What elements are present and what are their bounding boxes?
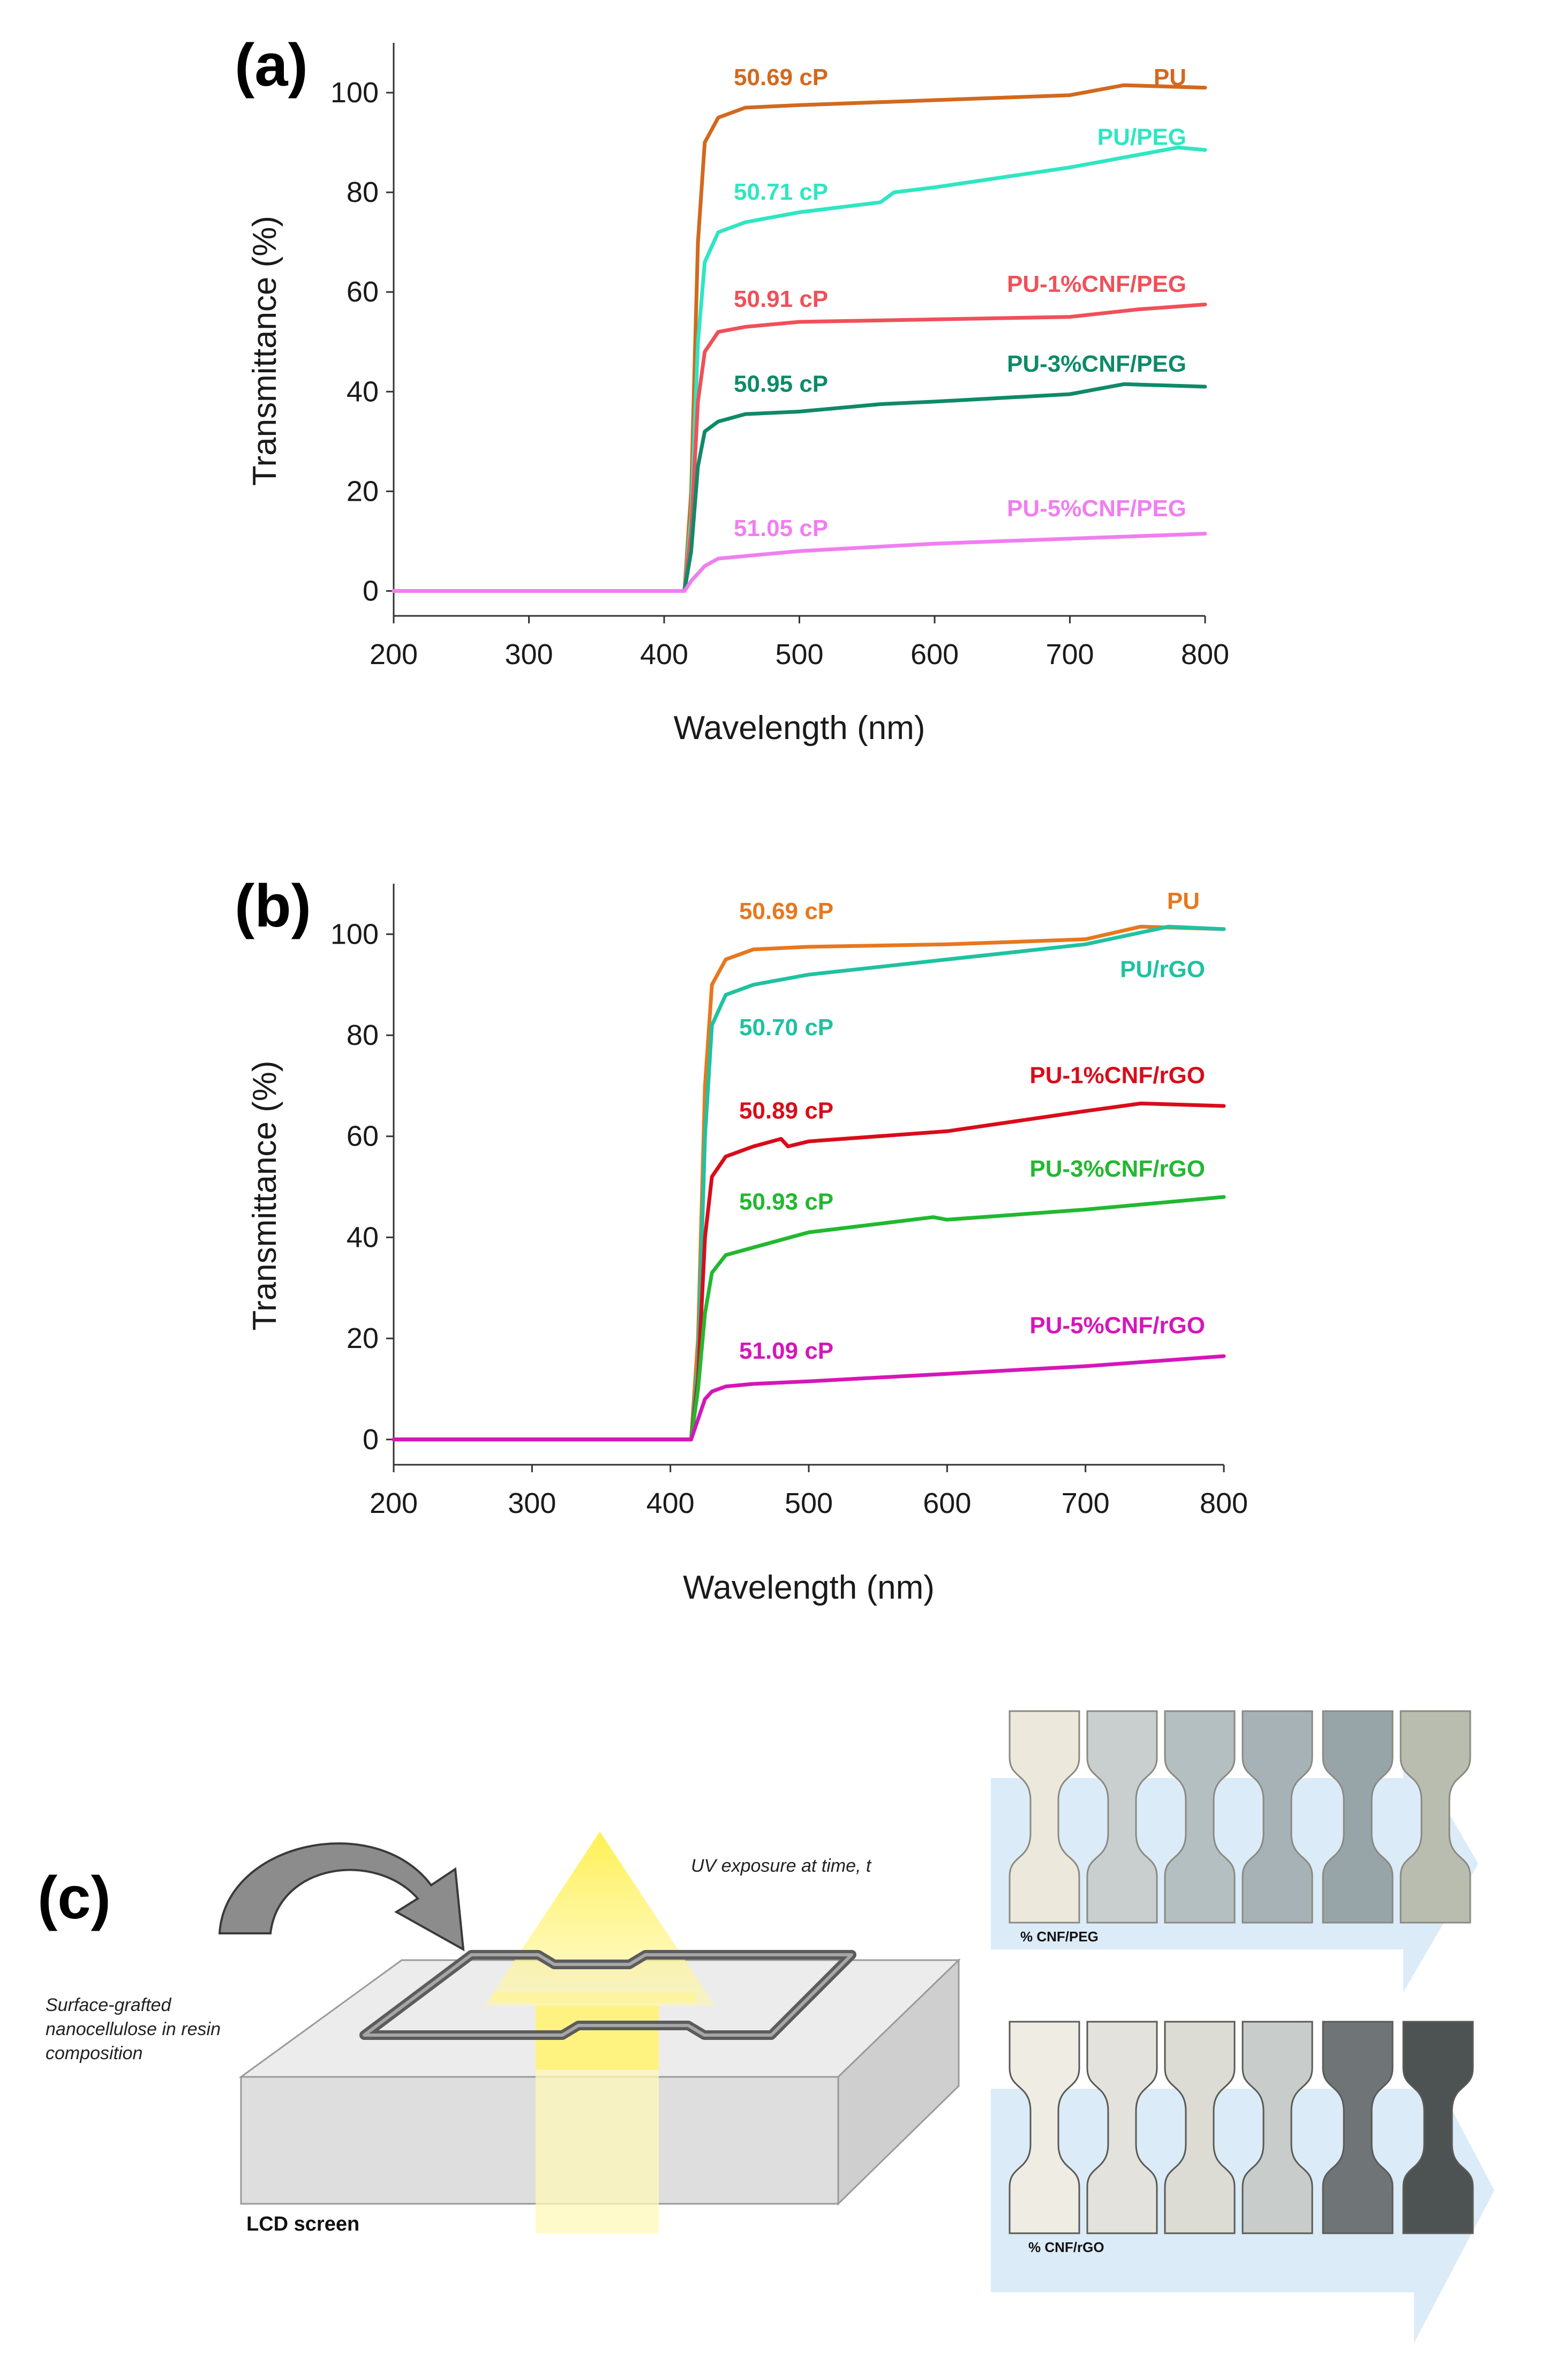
series-line — [392, 1354, 1226, 1442]
lcd-screen-label: LCD screen — [246, 2213, 359, 2235]
series-name-label: PU-3%CNF/rGO — [1029, 1156, 1205, 1182]
resin-label-line3: composition — [46, 2043, 142, 2063]
x-tick-label: 800 — [1200, 1487, 1248, 1519]
series-line — [392, 1101, 1226, 1442]
resin-label-line1: Surface-grafted — [46, 1995, 171, 2015]
lcd-slab-side — [837, 1958, 960, 2206]
panel-b: (b) 0 20 40 60 80 100 200 300 400 500 600 700 800 Wav… — [235, 872, 1248, 1606]
series-name-label: PU-5%CNF/rGO — [1029, 1313, 1205, 1339]
tensile-specimen — [1322, 2021, 1394, 2234]
x-tick-label: 500 — [775, 638, 823, 671]
series-name-label: PU/PEG — [1097, 124, 1186, 150]
tensile-specimen — [1242, 1710, 1313, 1924]
x-tick-label: 200 — [370, 638, 418, 671]
x-tick-label: 700 — [1062, 1487, 1110, 1519]
tensile-specimen — [1402, 2021, 1474, 2234]
tensile-specimen — [1164, 1710, 1236, 1924]
strips-bottom-caption: % CNF/rGO — [1028, 2239, 1104, 2255]
series-line — [392, 532, 1207, 593]
x-tick-label: 400 — [640, 638, 688, 671]
y-tick-label: 20 — [347, 1322, 379, 1354]
specimens-cnf-peg: % CNF/PEG — [991, 1710, 1478, 1992]
x-axis-title: Wavelength (nm) — [674, 710, 926, 747]
viscosity-label: 51.05 cP — [734, 515, 828, 541]
strip-row-top — [1009, 1710, 1471, 1924]
tensile-specimen — [1164, 2021, 1236, 2234]
series-line — [392, 303, 1207, 593]
series-name-label: PU-1%CNF/PEG — [1007, 271, 1186, 297]
dogbone-mould — [359, 1950, 856, 2040]
series-line — [392, 382, 1207, 593]
tensile-specimen — [1086, 1710, 1158, 1924]
specimens-cnf-rgo: % CNF/rGO — [991, 2021, 1494, 2343]
panel-b-letter: (b) — [235, 872, 311, 939]
panel-a: (a) 0 20 40 60 80 100 200 300 400 500 600 700 800 Wav… — [235, 32, 1229, 747]
x-tick-label: 800 — [1181, 638, 1229, 671]
y-tick-label: 40 — [347, 1221, 379, 1253]
curved-arrow-icon — [218, 1842, 465, 1952]
viscosity-label: 50.70 cP — [739, 1014, 833, 1041]
x-tick-label: 600 — [911, 638, 959, 671]
x-tick-label: 400 — [646, 1487, 695, 1519]
uv-exposure-label: UV exposure at time, t — [691, 1856, 872, 1876]
y-tick-label: 100 — [330, 77, 379, 109]
panel-c-letter: (c) — [37, 1864, 111, 1931]
tensile-specimen — [1009, 1710, 1080, 1924]
viscosity-label: 50.95 cP — [734, 371, 828, 397]
viscosity-label: 50.91 cP — [734, 286, 828, 312]
mould-frame-highlight — [363, 1953, 853, 2037]
y-tick-label: 0 — [363, 1424, 379, 1456]
series-name-label: PU-1%CNF/rGO — [1029, 1063, 1205, 1089]
viscosity-label: 50.89 cP — [739, 1098, 833, 1124]
strip-row-bottom — [1009, 2021, 1474, 2234]
series-name-label: PU — [1167, 888, 1200, 914]
viscosity-label: 50.69 cP — [739, 898, 833, 924]
x-tick-label: 200 — [370, 1487, 418, 1519]
tensile-specimen — [1400, 1710, 1471, 1924]
x-tick-label: 600 — [923, 1487, 971, 1519]
tensile-specimen — [1086, 2021, 1158, 2234]
pour-arrow — [218, 1842, 465, 1952]
y-tick-label: 60 — [347, 1120, 379, 1153]
x-tick-label: 700 — [1045, 638, 1094, 671]
series-name-label: PU — [1154, 64, 1186, 91]
tensile-specimen — [1322, 1710, 1394, 1924]
y-tick-label: 80 — [347, 176, 379, 208]
series-name-label: PU-5%CNF/PEG — [1007, 495, 1186, 522]
series-name-label: PU-3%CNF/PEG — [1007, 351, 1186, 377]
viscosity-label: 51.09 cP — [739, 1338, 833, 1364]
x-tick-label: 300 — [508, 1487, 556, 1519]
y-axis-title: Transmittance (%) — [246, 216, 283, 486]
uv-arrowhead — [485, 1832, 715, 2006]
viscosity-label: 50.93 cP — [739, 1189, 833, 1215]
series-name-label: PU/rGO — [1120, 956, 1205, 983]
panel-a-letter: (a) — [235, 32, 308, 99]
chart-a: 0 20 40 60 80 100 200 300 400 500 600 700 800 Wavelen… — [246, 43, 1229, 747]
y-tick-label: 40 — [347, 375, 379, 408]
resin-label-line2: nanocellulose in resin — [46, 2019, 221, 2039]
y-tick-label: 20 — [347, 475, 379, 507]
x-tick-label: 300 — [505, 638, 553, 671]
x-tick-label: 500 — [785, 1487, 833, 1519]
y-tick-label: 0 — [363, 575, 379, 607]
y-axis-title: Transmittance (%) — [246, 1060, 283, 1330]
tensile-specimen — [1009, 2021, 1080, 2234]
viscosity-label: 50.71 cP — [734, 179, 828, 205]
tensile-specimen — [1242, 2021, 1313, 2234]
viscosity-label: 50.69 cP — [734, 64, 828, 91]
y-tick-label: 80 — [347, 1019, 379, 1051]
strips-top-caption: % CNF/PEG — [1020, 1929, 1099, 1945]
chart-b: 0 20 40 60 80 100 200 300 400 500 600 700 800 Wavelen… — [246, 884, 1248, 1606]
y-tick-label: 60 — [347, 276, 379, 308]
panel-c: (c) UV exposure at time, t Surface-graft… — [37, 1710, 1494, 2343]
y-tick-label: 100 — [330, 918, 379, 950]
x-axis-title: Wavelength (nm) — [683, 1569, 935, 1606]
